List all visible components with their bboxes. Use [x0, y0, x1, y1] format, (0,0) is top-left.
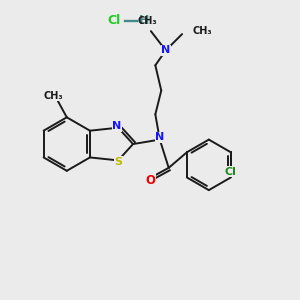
Text: S: S: [114, 157, 122, 167]
Text: Cl: Cl: [108, 14, 121, 27]
Text: CH₃: CH₃: [137, 16, 157, 26]
Text: N: N: [161, 45, 170, 56]
Text: N: N: [155, 132, 164, 142]
Text: Cl: Cl: [225, 167, 237, 177]
Text: CH₃: CH₃: [193, 26, 212, 36]
Text: N: N: [112, 121, 121, 131]
Text: H: H: [139, 14, 149, 27]
Text: CH₃: CH₃: [44, 91, 63, 100]
Text: O: O: [145, 174, 155, 187]
